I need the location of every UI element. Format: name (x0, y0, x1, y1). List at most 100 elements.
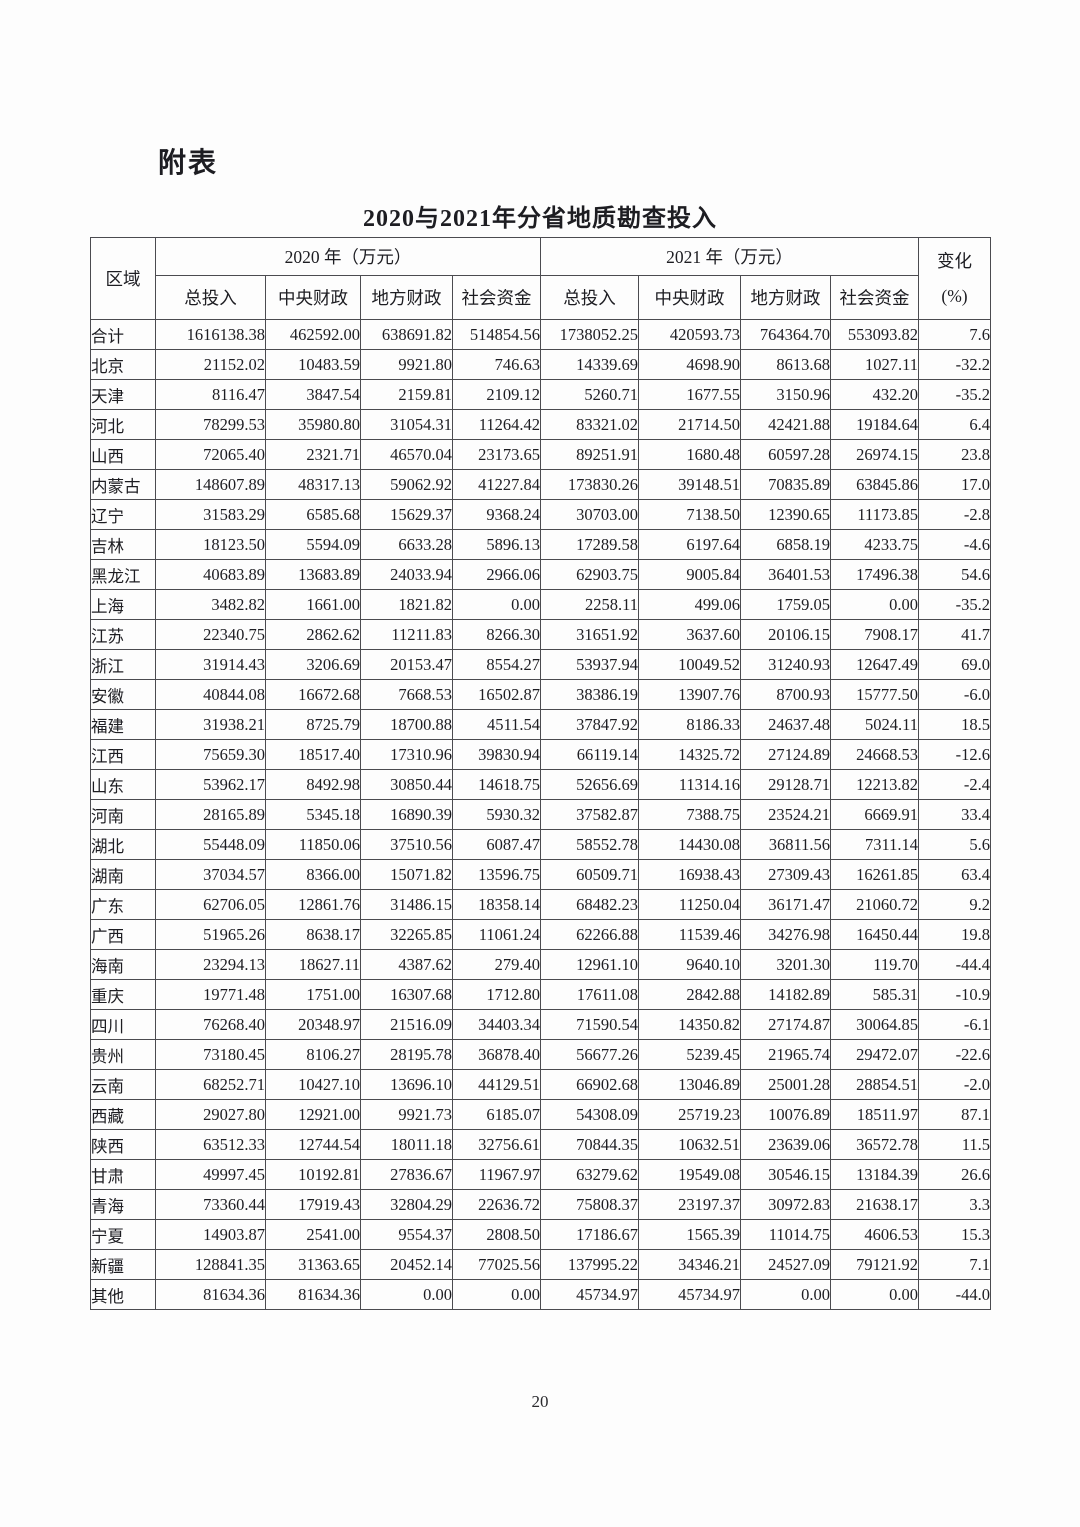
value-2020-local-cell: 30850.44 (360, 769, 453, 800)
value-2021-total-cell: 14339.69 (540, 349, 639, 380)
table-row: 北京 21152.02 10483.59 9921.80 746.63 1433… (90, 349, 991, 380)
value-2020-central-cell: 11850.06 (265, 829, 361, 860)
change-percent-cell: 6.4 (918, 409, 991, 440)
value-2021-central-cell: 8186.33 (638, 709, 741, 740)
value-2020-total-cell: 8116.47 (155, 379, 266, 410)
value-2020-social-cell: 514854.56 (452, 319, 541, 350)
value-2021-total-cell: 17611.08 (540, 979, 639, 1010)
value-2021-local-cell: 24637.48 (740, 709, 831, 740)
table-row: 贵州 73180.45 8106.27 28195.78 36878.40 56… (90, 1039, 991, 1070)
region-cell: 山东 (90, 769, 156, 800)
change-percent-cell: 17.0 (918, 469, 991, 500)
value-2020-total-cell: 73180.45 (155, 1039, 266, 1070)
value-2021-central-cell: 11314.16 (638, 769, 741, 800)
value-2021-local-cell: 23524.21 (740, 799, 831, 830)
region-cell: 青海 (90, 1189, 156, 1220)
value-2021-central-cell: 1677.55 (638, 379, 741, 410)
region-cell: 上海 (90, 589, 156, 620)
value-2020-local-cell: 9921.80 (360, 349, 453, 380)
value-2021-central-cell: 16938.43 (638, 859, 741, 890)
header-2021-social: 社会资金 (830, 275, 919, 320)
value-2021-total-cell: 52656.69 (540, 769, 639, 800)
value-2020-local-cell: 2159.81 (360, 379, 453, 410)
value-2020-local-cell: 13696.10 (360, 1069, 453, 1100)
value-2021-central-cell: 39148.51 (638, 469, 741, 500)
value-2021-central-cell: 14350.82 (638, 1009, 741, 1040)
value-2020-total-cell: 51965.26 (155, 919, 266, 950)
region-cell: 北京 (90, 349, 156, 380)
table-row: 广西 51965.26 8638.17 32265.85 11061.24 62… (90, 919, 991, 950)
change-percent-cell: 7.1 (918, 1249, 991, 1280)
change-percent-cell: 26.6 (918, 1159, 991, 1190)
table-row: 山东 53962.17 8492.98 30850.44 14618.75 52… (90, 769, 991, 800)
region-cell: 海南 (90, 949, 156, 980)
value-2020-central-cell: 6585.68 (265, 499, 361, 530)
value-2021-central-cell: 3637.60 (638, 619, 741, 650)
value-2021-local-cell: 20106.15 (740, 619, 831, 650)
value-2020-central-cell: 1751.00 (265, 979, 361, 1010)
value-2021-local-cell: 1759.05 (740, 589, 831, 620)
value-2020-total-cell: 28165.89 (155, 799, 266, 830)
region-cell: 四川 (90, 1009, 156, 1040)
value-2021-social-cell: 36572.78 (830, 1129, 919, 1160)
value-2020-central-cell: 462592.00 (265, 319, 361, 350)
value-2020-social-cell: 34403.34 (452, 1009, 541, 1040)
value-2020-social-cell: 11967.97 (452, 1159, 541, 1190)
value-2021-central-cell: 11539.46 (638, 919, 741, 950)
value-2020-total-cell: 31914.43 (155, 649, 266, 680)
value-2020-total-cell: 40844.08 (155, 679, 266, 710)
value-2020-central-cell: 10483.59 (265, 349, 361, 380)
value-2020-social-cell: 0.00 (452, 589, 541, 620)
value-2020-local-cell: 11211.83 (360, 619, 453, 650)
value-2020-local-cell: 21516.09 (360, 1009, 453, 1040)
change-percent-cell: -35.2 (918, 379, 991, 410)
value-2020-central-cell: 13683.89 (265, 559, 361, 590)
table-row: 河南 28165.89 5345.18 16890.39 5930.32 375… (90, 799, 991, 830)
value-2021-total-cell: 2258.11 (540, 589, 639, 620)
value-2021-local-cell: 23639.06 (740, 1129, 831, 1160)
table-row: 甘肃 49997.45 10192.81 27836.67 11967.97 6… (90, 1159, 991, 1190)
value-2021-social-cell: 17496.38 (830, 559, 919, 590)
value-2021-local-cell: 30972.83 (740, 1189, 831, 1220)
value-2020-social-cell: 0.00 (452, 1279, 541, 1310)
value-2021-central-cell: 499.06 (638, 589, 741, 620)
value-2021-total-cell: 71590.54 (540, 1009, 639, 1040)
value-2020-local-cell: 4387.62 (360, 949, 453, 980)
table-row: 福建 31938.21 8725.79 18700.88 4511.54 378… (90, 709, 991, 740)
value-2021-social-cell: 7908.17 (830, 619, 919, 650)
value-2021-central-cell: 10049.52 (638, 649, 741, 680)
table-row: 青海 73360.44 17919.43 32804.29 22636.72 7… (90, 1189, 991, 1220)
value-2021-total-cell: 58552.78 (540, 829, 639, 860)
value-2021-social-cell: 16261.85 (830, 859, 919, 890)
value-2020-total-cell: 75659.30 (155, 739, 266, 770)
region-cell: 浙江 (90, 649, 156, 680)
value-2020-social-cell: 44129.51 (452, 1069, 541, 1100)
value-2021-central-cell: 6197.64 (638, 529, 741, 560)
table-row: 湖北 55448.09 11850.06 37510.56 6087.47 58… (90, 829, 991, 860)
value-2020-social-cell: 18358.14 (452, 889, 541, 920)
value-2020-local-cell: 638691.82 (360, 319, 453, 350)
value-2021-social-cell: 4606.53 (830, 1219, 919, 1250)
value-2021-local-cell: 70835.89 (740, 469, 831, 500)
value-2020-local-cell: 32804.29 (360, 1189, 453, 1220)
value-2021-local-cell: 24527.09 (740, 1249, 831, 1280)
value-2020-total-cell: 31938.21 (155, 709, 266, 740)
value-2021-social-cell: 0.00 (830, 1279, 919, 1310)
value-2021-social-cell: 16450.44 (830, 919, 919, 950)
region-cell: 宁夏 (90, 1219, 156, 1250)
value-2021-central-cell: 1680.48 (638, 439, 741, 470)
region-cell: 安徽 (90, 679, 156, 710)
table-row: 河北 78299.53 35980.80 31054.31 11264.42 8… (90, 409, 991, 440)
value-2020-social-cell: 1712.80 (452, 979, 541, 1010)
table-row: 陕西 63512.33 12744.54 18011.18 32756.61 7… (90, 1129, 991, 1160)
value-2021-social-cell: 21638.17 (830, 1189, 919, 1220)
change-percent-cell: 9.2 (918, 889, 991, 920)
header-2021-central: 中央财政 (638, 275, 741, 320)
value-2021-central-cell: 2842.88 (638, 979, 741, 1010)
value-2021-central-cell: 25719.23 (638, 1099, 741, 1130)
region-cell: 云南 (90, 1069, 156, 1100)
change-percent-cell: 63.4 (918, 859, 991, 890)
table-row: 重庆 19771.48 1751.00 16307.68 1712.80 176… (90, 979, 991, 1010)
value-2021-local-cell: 29128.71 (740, 769, 831, 800)
value-2021-local-cell: 6858.19 (740, 529, 831, 560)
